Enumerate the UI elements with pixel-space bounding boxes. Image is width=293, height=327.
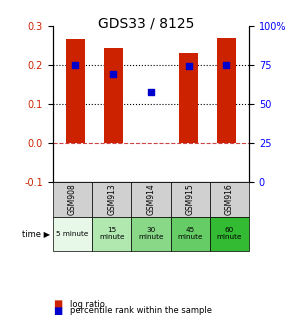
Text: 60
minute: 60 minute: [217, 227, 242, 240]
Text: 30
minute: 30 minute: [138, 227, 164, 240]
Point: [224, 62, 229, 68]
Text: 15
minute: 15 minute: [99, 227, 125, 240]
Text: 45
minute: 45 minute: [177, 227, 203, 240]
Bar: [66, 39, 85, 143]
Bar: [179, 53, 198, 143]
Text: time ▶: time ▶: [22, 229, 50, 238]
Point: [186, 63, 191, 69]
Text: ■: ■: [53, 299, 62, 309]
Text: 5 minute: 5 minute: [56, 231, 88, 237]
Text: GSM916: GSM916: [225, 183, 234, 215]
Text: GSM915: GSM915: [186, 183, 195, 215]
Text: GSM914: GSM914: [146, 183, 155, 215]
Text: GSM908: GSM908: [68, 183, 77, 215]
Bar: [217, 38, 236, 143]
Text: log ratio: log ratio: [70, 300, 105, 309]
Point: [149, 90, 153, 95]
Point: [111, 71, 115, 77]
Text: percentile rank within the sample: percentile rank within the sample: [70, 306, 212, 315]
Text: ■: ■: [53, 306, 62, 316]
Text: GSM913: GSM913: [107, 183, 116, 215]
Point: [73, 62, 78, 68]
Text: GDS33 / 8125: GDS33 / 8125: [98, 16, 195, 30]
Bar: [104, 48, 122, 143]
